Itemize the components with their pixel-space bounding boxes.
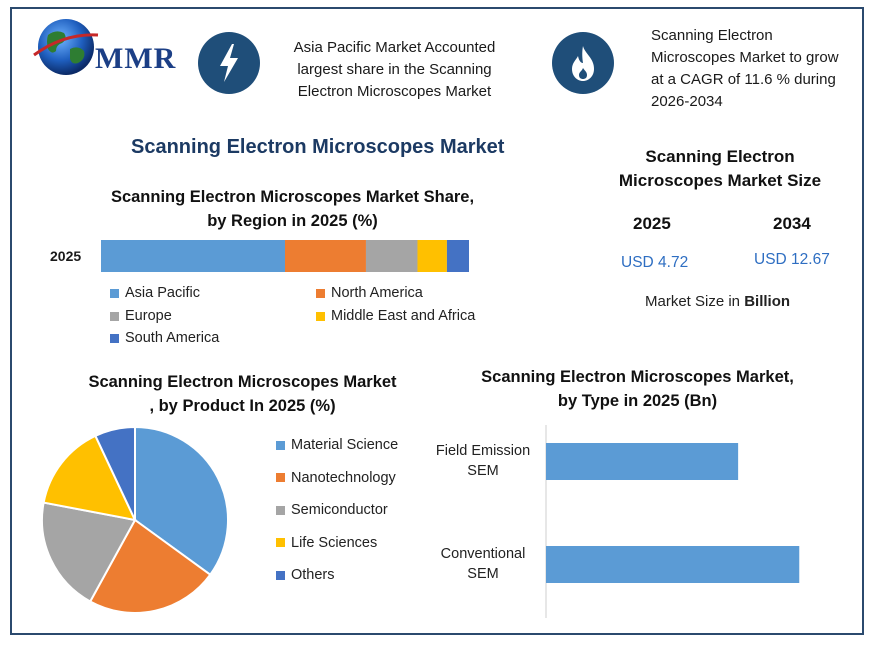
- legend-item-nanotechnology: Nanotechnology: [276, 470, 396, 486]
- legend-item-semiconductor: Semiconductor: [276, 502, 388, 518]
- type-tick-label-field-emission: Field Emission SEM: [436, 443, 530, 479]
- legend-label: Nanotechnology: [291, 469, 396, 486]
- lightning-icon: [220, 44, 238, 82]
- market-size-unit: Market Size in Billion: [600, 293, 835, 310]
- asia-pacific-info: Asia Pacific Market Accounted largest sh…: [293, 39, 496, 100]
- legend-label: Others: [291, 567, 335, 583]
- legend-item-europe: Europe: [110, 308, 172, 324]
- year-2034-label: 2034: [773, 214, 811, 233]
- legend-swatch: [316, 311, 325, 321]
- region-chart-category-label: 2025: [50, 248, 82, 264]
- type-bar-conventional: [546, 546, 800, 583]
- bar-segment-asia-pacific: [101, 240, 285, 272]
- product-pie-chart: [41, 425, 229, 614]
- bar-segment-north-america: [285, 240, 366, 272]
- legend-swatch: [316, 288, 325, 298]
- product-chart-title-line1: Scanning Electron Microscopes Market: [88, 373, 397, 391]
- legend-swatch: [276, 440, 285, 450]
- legend-label: Semiconductor: [291, 502, 388, 518]
- unit-bold: Billion: [744, 293, 791, 310]
- legend-swatch: [110, 333, 119, 343]
- legend-item-others: Others: [276, 567, 335, 583]
- legend-label: Middle East and Africa: [331, 308, 476, 324]
- legend-item-north-america: North America: [316, 285, 423, 301]
- main-title: Scanning Electron Microscopes Market: [131, 136, 505, 158]
- legend-swatch: [110, 288, 119, 298]
- pie-slice-material-science: [134, 425, 229, 577]
- region-chart-title: Scanning Electron Microscopes Market Sha…: [95, 185, 490, 233]
- type-bar-chart: Field Emission SEM Conventional SEM: [436, 425, 800, 618]
- pie-slice-others: [94, 425, 136, 521]
- pie-slice-life-sciences: [42, 434, 137, 522]
- type-bar-field-emission: [546, 443, 739, 480]
- legend-label: North America: [331, 285, 423, 301]
- flame-icon: [572, 46, 594, 81]
- legend-label: Material Science: [291, 437, 399, 453]
- legend-swatch: [276, 473, 285, 482]
- legend-swatch: [276, 570, 285, 580]
- legend-swatch: [276, 505, 285, 515]
- pie-slice-nanotechnology: [88, 518, 212, 614]
- unit-prefix: Market Size in: [644, 293, 745, 310]
- market-size-title-line2: Microscopes Market Size: [618, 171, 822, 190]
- year-2025-label: 2025: [633, 214, 671, 233]
- legend-label: Asia Pacific: [125, 285, 200, 301]
- region-chart-title-line1: Scanning Electron Microscopes Market Sha…: [110, 188, 475, 206]
- pie-slice-semiconductor: [41, 501, 137, 603]
- legend-label: Europe: [125, 308, 172, 324]
- legend-swatch: [276, 538, 285, 547]
- value-2025: USD 4.72: [621, 254, 689, 271]
- product-chart-title: Scanning Electron Microscopes Market , b…: [70, 370, 415, 418]
- bar-segment-middle-east-and-africa: [417, 240, 447, 272]
- value-2034: USD 12.67: [754, 251, 830, 268]
- type-tick-label-conventional: Conventional SEM: [441, 546, 526, 582]
- type-chart-title: Scanning Electron Microscopes Market, by…: [460, 365, 815, 413]
- cagr-info: Scanning Electron Microscopes Market to …: [651, 27, 839, 110]
- region-stacked-bar-chart: [101, 240, 469, 272]
- bar-segment-south-america: [446, 240, 469, 272]
- legend-swatch: [110, 311, 119, 321]
- legend-item-asia-pacific: Asia Pacific: [110, 285, 200, 301]
- type-chart-title-line1: Scanning Electron Microscopes Market,: [481, 368, 794, 386]
- legend-label: South America: [125, 330, 220, 346]
- legend-label: Life Sciences: [291, 534, 378, 551]
- legend-item-south-america: South America: [110, 330, 219, 346]
- type-chart-title-line2: by Type in 2025 (Bn): [557, 392, 718, 410]
- market-size-title-line1: Scanning Electron: [645, 147, 795, 166]
- lightning-icon-badge: [198, 32, 260, 94]
- infographic-frame: [10, 7, 864, 635]
- market-size-title: Scanning Electron Microscopes Market Siz…: [600, 145, 840, 193]
- flame-icon-badge: [552, 32, 614, 94]
- region-chart-title-line2: by Region in 2025 (%): [207, 212, 378, 230]
- legend-item-middle-east-and-africa: Middle East and Africa: [316, 308, 475, 324]
- bar-segment-europe: [365, 240, 418, 272]
- legend-item-life-sciences: Life Sciences: [276, 535, 377, 551]
- logo-text: MMR: [95, 42, 177, 75]
- product-chart-title-line2: , by Product In 2025 (%): [149, 397, 336, 415]
- legend-item-material-science: Material Science: [276, 437, 398, 453]
- globe-logo-icon: [33, 19, 99, 75]
